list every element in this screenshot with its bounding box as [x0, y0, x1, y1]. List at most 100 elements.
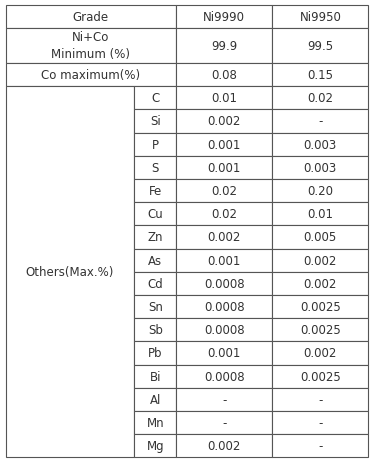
Bar	[6, 87, 134, 457]
Text: -: -	[222, 393, 226, 406]
Text: 0.002: 0.002	[304, 254, 337, 267]
Bar	[272, 342, 368, 365]
Bar	[176, 342, 272, 365]
Text: 0.001: 0.001	[208, 162, 241, 175]
Text: Cd: Cd	[147, 277, 163, 290]
Text: Ni9990: Ni9990	[203, 11, 245, 24]
Bar	[134, 156, 176, 180]
Bar	[6, 6, 176, 29]
Text: 0.0008: 0.0008	[204, 324, 245, 337]
Bar	[272, 203, 368, 226]
Text: 0.02: 0.02	[211, 185, 237, 198]
Text: 0.15: 0.15	[307, 69, 333, 81]
Text: 0.02: 0.02	[211, 208, 237, 221]
Bar	[134, 295, 176, 319]
Text: 0.002: 0.002	[208, 231, 241, 244]
Bar	[176, 434, 272, 457]
Bar	[272, 319, 368, 342]
Text: 99.9: 99.9	[211, 40, 237, 53]
Bar	[134, 365, 176, 388]
Text: Zn: Zn	[147, 231, 163, 244]
Bar	[272, 87, 368, 110]
Text: C: C	[151, 92, 159, 105]
Bar	[134, 388, 176, 411]
Bar	[134, 342, 176, 365]
Bar	[272, 133, 368, 156]
Bar	[272, 110, 368, 133]
Text: Co maximum(%): Co maximum(%)	[41, 69, 140, 81]
Bar	[134, 226, 176, 249]
Text: Si: Si	[150, 115, 160, 128]
Bar	[134, 203, 176, 226]
Bar	[272, 156, 368, 180]
Text: Grade: Grade	[73, 11, 109, 24]
Text: 0.0025: 0.0025	[300, 324, 341, 337]
Bar	[176, 295, 272, 319]
Text: Fe: Fe	[148, 185, 162, 198]
Text: -: -	[318, 115, 322, 128]
Bar	[176, 319, 272, 342]
Text: 0.003: 0.003	[304, 162, 337, 175]
Text: 0.0008: 0.0008	[204, 277, 245, 290]
Text: -: -	[318, 439, 322, 452]
Bar	[272, 226, 368, 249]
Text: 0.002: 0.002	[304, 277, 337, 290]
Bar	[176, 272, 272, 295]
Bar	[272, 180, 368, 203]
Bar	[272, 63, 368, 87]
Text: 0.02: 0.02	[307, 92, 333, 105]
Bar	[176, 110, 272, 133]
Text: P: P	[152, 138, 159, 151]
Text: Mn: Mn	[147, 416, 164, 429]
Text: 0.005: 0.005	[304, 231, 337, 244]
Text: 0.01: 0.01	[307, 208, 333, 221]
Bar	[176, 63, 272, 87]
Bar	[6, 29, 176, 63]
Text: 0.001: 0.001	[208, 254, 241, 267]
Text: 0.0025: 0.0025	[300, 300, 341, 313]
Bar	[134, 411, 176, 434]
Bar	[176, 411, 272, 434]
Text: -: -	[318, 416, 322, 429]
Bar	[134, 434, 176, 457]
Bar	[272, 365, 368, 388]
Text: 0.002: 0.002	[304, 347, 337, 360]
Bar	[176, 365, 272, 388]
Text: 0.20: 0.20	[307, 185, 333, 198]
Text: 0.001: 0.001	[208, 138, 241, 151]
Bar	[272, 411, 368, 434]
Bar	[176, 6, 272, 29]
Text: 0.003: 0.003	[304, 138, 337, 151]
Text: 0.002: 0.002	[208, 115, 241, 128]
Text: 0.0025: 0.0025	[300, 370, 341, 383]
Text: Ni+Co
Minimum (%): Ni+Co Minimum (%)	[51, 31, 131, 61]
Bar	[176, 87, 272, 110]
Bar	[134, 319, 176, 342]
Bar	[272, 272, 368, 295]
Bar	[176, 203, 272, 226]
Text: 0.002: 0.002	[208, 439, 241, 452]
Text: 99.5: 99.5	[307, 40, 333, 53]
Text: Pb: Pb	[148, 347, 163, 360]
Bar	[272, 249, 368, 272]
Bar	[176, 249, 272, 272]
Text: 0.001: 0.001	[208, 347, 241, 360]
Bar	[134, 133, 176, 156]
Text: 0.01: 0.01	[211, 92, 237, 105]
Bar	[134, 249, 176, 272]
Text: Others(Max.%): Others(Max.%)	[26, 266, 114, 279]
Bar	[134, 272, 176, 295]
Text: Mg: Mg	[147, 439, 164, 452]
Text: S: S	[151, 162, 159, 175]
Bar	[272, 6, 368, 29]
Bar	[176, 388, 272, 411]
Text: Ni9950: Ni9950	[299, 11, 341, 24]
Bar	[176, 29, 272, 63]
Bar	[134, 180, 176, 203]
Text: -: -	[318, 393, 322, 406]
Bar	[272, 29, 368, 63]
Bar	[176, 226, 272, 249]
Text: As: As	[148, 254, 162, 267]
Text: Sb: Sb	[148, 324, 163, 337]
Bar	[134, 110, 176, 133]
